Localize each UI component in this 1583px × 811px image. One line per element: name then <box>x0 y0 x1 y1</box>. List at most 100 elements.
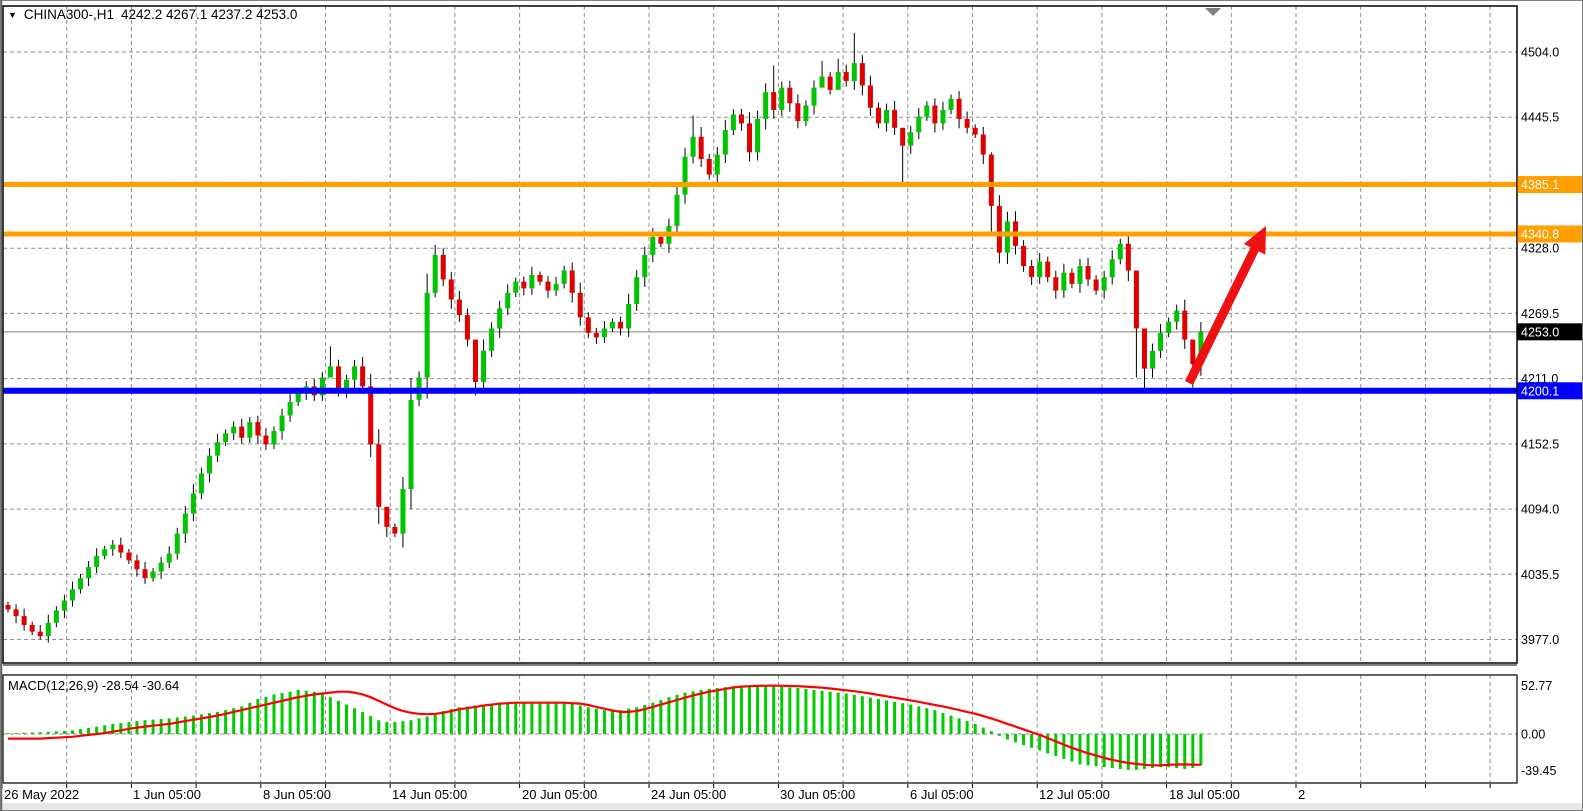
candle-body <box>102 549 108 556</box>
candle-body <box>29 625 35 632</box>
macd-bar <box>522 702 526 734</box>
macd-bar <box>22 732 26 734</box>
macd-plot-border[interactable] <box>2 674 1518 784</box>
macd-bar <box>1151 734 1155 769</box>
time-axis-label: 1 Jun 05:00 <box>133 787 201 802</box>
macd-bar <box>167 718 171 734</box>
chart-title: ▼ CHINA300-,H1 4242.2 4267.1 4237.2 4253… <box>8 7 297 22</box>
macd-bar <box>457 707 461 734</box>
macd-bar <box>675 694 679 734</box>
macd-bar <box>54 731 58 734</box>
macd-bar <box>441 711 445 734</box>
candle-body <box>497 308 503 329</box>
candle-body <box>134 560 140 570</box>
candle-body <box>464 315 470 340</box>
macd-bar <box>909 704 913 734</box>
candle-body <box>650 237 656 255</box>
macd-bar <box>699 689 703 734</box>
main-plot-border[interactable] <box>2 5 1518 664</box>
candle-body <box>755 118 761 153</box>
macd-bar <box>1110 734 1114 769</box>
candle-body <box>376 444 382 507</box>
candle-body <box>86 567 92 579</box>
candle-body <box>61 600 67 611</box>
candle-body <box>682 156 688 195</box>
current-price-badge-bg <box>1517 323 1583 341</box>
macd-bar <box>159 719 163 734</box>
time-axis[interactable]: 26 May 2022 1 Jun 05:00 8 Jun 05:00 14 Jun … <box>1 784 1491 802</box>
candle-body <box>263 435 269 445</box>
time-axis-label: 12 Jul 05:00 <box>1039 787 1110 802</box>
candle-body <box>424 292 430 378</box>
macd-bar <box>95 726 99 734</box>
macd-bar <box>30 732 34 734</box>
candle-body <box>239 426 245 438</box>
macd-bar <box>1191 734 1195 769</box>
candle-body <box>150 571 156 579</box>
candle-body <box>190 493 196 514</box>
candle-body <box>738 114 744 124</box>
macd-bar <box>764 686 768 734</box>
candle-body <box>1004 221 1010 253</box>
macd-bar <box>836 692 840 734</box>
macd-bar <box>1022 734 1026 746</box>
candle-body <box>988 154 994 206</box>
candle-body <box>78 578 84 590</box>
candle-body <box>295 393 301 403</box>
trend-arrow[interactable] <box>1184 226 1266 385</box>
candle-body <box>634 277 640 304</box>
candle-body <box>158 562 164 572</box>
macd-bar <box>320 694 324 734</box>
macd-bar <box>393 722 397 734</box>
macd-bar <box>731 686 735 734</box>
trend-arrow-head <box>1243 226 1266 255</box>
macd-bar <box>635 707 639 734</box>
macd-bar <box>199 714 203 734</box>
macd-bar <box>1014 734 1017 743</box>
macd-bar <box>788 687 792 734</box>
macd-bar <box>965 721 969 734</box>
candle-body <box>174 533 180 554</box>
macd-bar <box>860 696 864 734</box>
macd-axis[interactable]: 52.77 0.00 -39.45 <box>1521 679 1556 778</box>
candle-body <box>1158 332 1164 351</box>
macd-bar <box>377 720 381 734</box>
candle-body <box>932 105 938 124</box>
candle-body <box>352 366 358 380</box>
candle-body <box>223 433 229 443</box>
macd-bar <box>538 702 542 734</box>
macd-bar <box>46 731 50 734</box>
price-axis-label: 4035.5 <box>1521 568 1559 582</box>
candle-body <box>795 103 801 122</box>
resistance-upper-badge-text: 4385.1 <box>1521 178 1559 192</box>
macd-bar <box>659 699 663 734</box>
candle-body <box>924 105 930 117</box>
candle-body <box>1166 321 1172 333</box>
macd-bar <box>901 703 905 734</box>
macd-bar <box>62 730 66 734</box>
candle-body <box>368 386 374 445</box>
candle-body <box>1069 272 1075 284</box>
macd-bar <box>304 690 308 734</box>
candle-body <box>626 303 632 329</box>
candle-body <box>618 321 624 329</box>
candle-body <box>610 321 615 329</box>
collapse-triangle-icon[interactable]: ▼ <box>8 10 17 20</box>
macd-bar <box>119 722 123 734</box>
macd-bar <box>868 697 872 734</box>
candle-body <box>45 622 51 637</box>
candle-body <box>867 85 873 108</box>
macd-bar <box>14 732 18 734</box>
macd-bar <box>417 718 421 734</box>
candle-body <box>529 274 535 289</box>
macd-bar <box>683 692 687 734</box>
candle-body <box>996 205 1002 253</box>
macd-bar <box>748 685 752 734</box>
resistance-lower-badge-bg <box>1517 225 1583 243</box>
candle-body <box>803 105 809 122</box>
candle-body <box>142 569 148 579</box>
candle-body <box>884 109 890 124</box>
macd-indicator-label: MACD(12,26,9) -28.54 -30.64 <box>8 678 180 693</box>
